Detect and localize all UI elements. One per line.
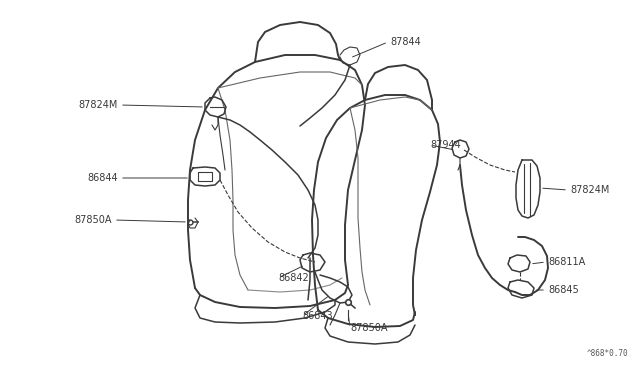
Text: 86842: 86842	[278, 273, 308, 283]
Text: 86811A: 86811A	[548, 257, 585, 267]
Text: 87844: 87844	[390, 37, 420, 47]
Text: 86845: 86845	[548, 285, 579, 295]
Text: 86844: 86844	[88, 173, 118, 183]
Text: 87850A: 87850A	[350, 323, 387, 333]
Text: 86843: 86843	[302, 311, 333, 321]
Text: 87944: 87944	[430, 140, 461, 150]
Text: 87824M: 87824M	[79, 100, 118, 110]
Text: 87850A: 87850A	[74, 215, 112, 225]
Text: 87824M: 87824M	[570, 185, 609, 195]
Text: ^868*0.70: ^868*0.70	[586, 349, 628, 358]
